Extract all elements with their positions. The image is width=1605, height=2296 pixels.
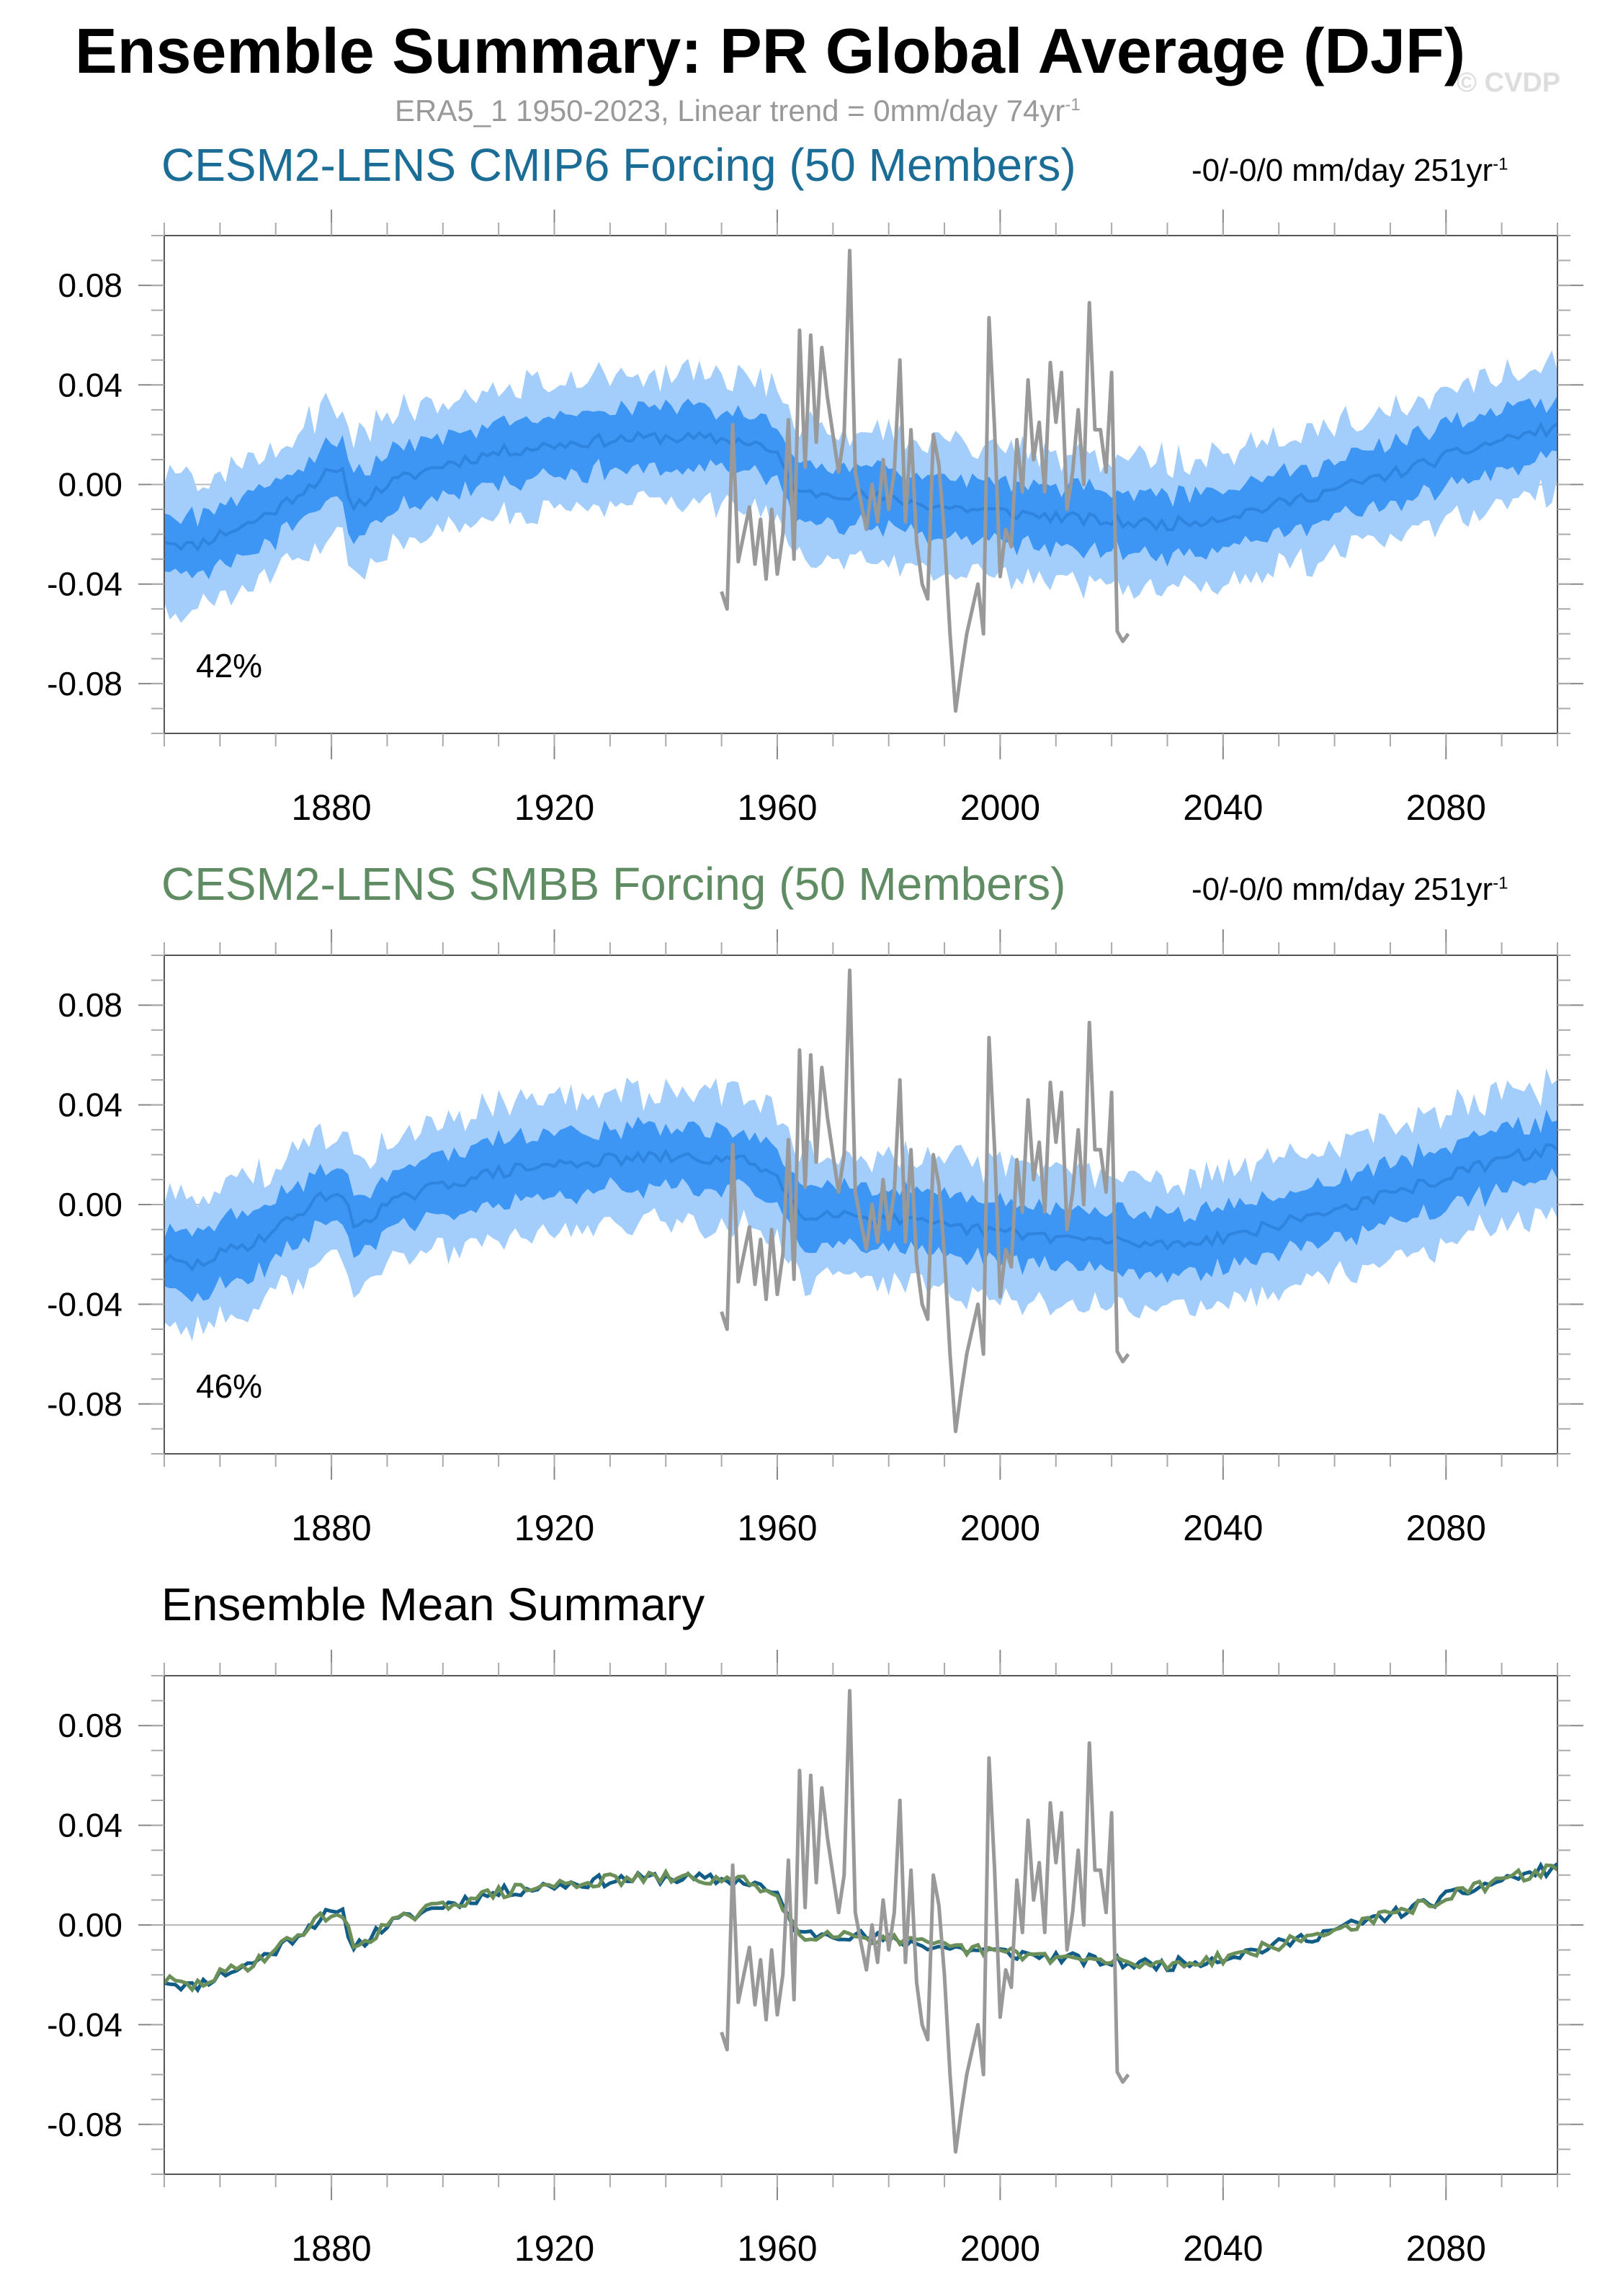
page-title: Ensemble Summary: PR Global Average (DJF… (75, 15, 1466, 86)
x-tick-label: 1880 (291, 2228, 371, 2269)
panel-1-content (164, 249, 1557, 713)
y-tick-label: 0.04 (58, 1086, 122, 1124)
x-tick-label: 2080 (1406, 787, 1486, 828)
x-tick-label: 2040 (1183, 1508, 1263, 1548)
y-tick-label: 0.04 (58, 366, 122, 403)
panel-3-title: Ensemble Mean Summary (161, 1578, 705, 1630)
x-tick-label: 1920 (514, 1508, 594, 1548)
x-tick-label: 1880 (291, 1508, 371, 1548)
x-tick-label: 2040 (1183, 2228, 1263, 2269)
y-tick-label: -0.08 (47, 665, 122, 702)
x-tick-label: 2000 (960, 1508, 1040, 1548)
x-tick-label: 1920 (514, 2228, 594, 2269)
panel-2-percent: 46% (196, 1367, 262, 1405)
x-tick-label: 2000 (960, 2228, 1040, 2269)
panel-2-trend-text: -0/-0/0 mm/day 251yr (1192, 872, 1493, 907)
panel-1-title: CESM2-LENS CMIP6 Forcing (50 Members) (161, 139, 1076, 191)
y-tick-label: -0.08 (47, 2106, 122, 2143)
subtitle-text: ERA5_1 1950-2023, Linear trend = 0mm/day… (395, 94, 1065, 128)
panel-1-trend-superscript: -1 (1493, 154, 1508, 174)
x-tick-label: 2080 (1406, 1508, 1486, 1548)
x-tick-label: 1960 (737, 787, 817, 828)
observation-line (720, 1689, 1130, 2154)
panel-1-percent: 42% (196, 647, 262, 684)
ensemble-mean-line (164, 421, 1557, 553)
y-tick-label: -0.04 (47, 566, 122, 603)
x-tick-label: 1960 (737, 1508, 817, 1548)
x-tick-label: 2080 (1406, 2228, 1486, 2269)
y-tick-label: -0.04 (47, 1285, 122, 1323)
smbb-mean-line (164, 1863, 1557, 1993)
y-tick-label: 0.08 (58, 1707, 122, 1744)
panel-2-trend: -0/-0/0 mm/day 251yr-1 (1192, 872, 1508, 908)
y-tick-label: 0.00 (58, 1186, 122, 1223)
x-tick-label: 2000 (960, 787, 1040, 828)
x-tick-label: 1880 (291, 787, 371, 828)
x-tick-label: 1920 (514, 787, 594, 828)
panel-2-content (164, 968, 1557, 1434)
observation-line (720, 968, 1130, 1434)
panel-1-trend: -0/-0/0 mm/day 251yr-1 (1192, 153, 1508, 189)
subtitle-superscript: -1 (1065, 95, 1081, 115)
observation-subtitle: ERA5_1 1950-2023, Linear trend = 0mm/day… (395, 94, 1081, 128)
panel-2-title: CESM2-LENS SMBB Forcing (50 Members) (161, 858, 1066, 910)
panel-3-content (164, 1689, 1557, 2154)
y-tick-label: 0.08 (58, 267, 122, 304)
inner-spread-band (164, 395, 1557, 579)
cvdp-watermark: © CVDP (1457, 68, 1561, 98)
y-tick-label: -0.04 (47, 2006, 122, 2043)
panel-1-plot: 0.08 0.04 0.00 -0.04 -0.08 1880 1920 1960 2000 20… (47, 210, 1583, 828)
panel-2-plot: 0.08 0.04 0.00 -0.04 -0.08 1880 1920 1960 2000 20… (47, 929, 1583, 1548)
panel-2-trend-superscript: -1 (1493, 873, 1508, 893)
x-tick-label: 1960 (737, 2228, 817, 2269)
y-tick-label: 0.00 (58, 466, 122, 504)
y-tick-label: 0.04 (58, 1807, 122, 1844)
y-tick-label: 0.00 (58, 1906, 122, 1944)
y-tick-label: 0.08 (58, 986, 122, 1024)
inner-spread-band (164, 1109, 1557, 1303)
panel-1-trend-text: -0/-0/0 mm/day 251yr (1192, 153, 1493, 188)
observation-line (720, 249, 1130, 713)
y-tick-label: -0.08 (47, 1385, 122, 1423)
panel-3-plot: 0.08 0.04 0.00 -0.04 -0.08 1880 1920 1960 2000 20… (47, 1650, 1583, 2269)
x-tick-label: 2040 (1183, 787, 1263, 828)
